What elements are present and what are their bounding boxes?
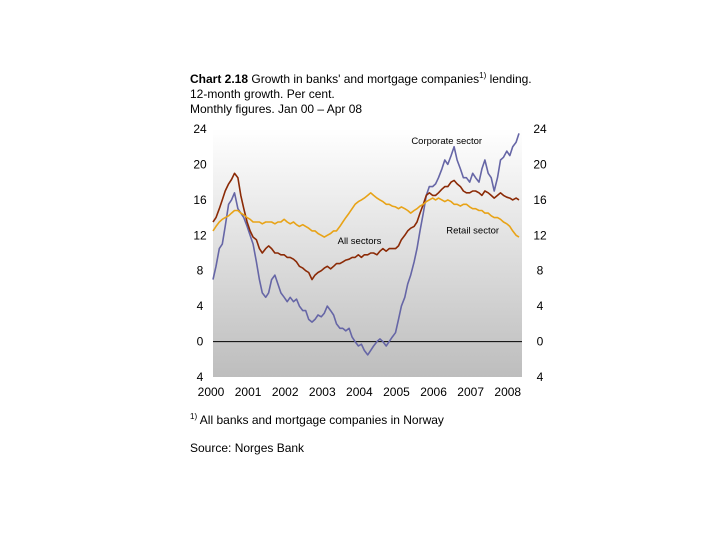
y-tick-label-left: 0	[197, 335, 204, 349]
x-tick-label: 2004	[346, 385, 373, 399]
plot-area	[213, 129, 522, 377]
x-tick-label: 2008	[494, 385, 521, 399]
y-tick-label-left: 24	[193, 122, 207, 136]
y-tick-label-right: 24	[533, 122, 547, 136]
series-line-corporate	[212, 133, 520, 356]
y-tick-label-left: 4	[197, 370, 204, 384]
chart-title-footnote-mark: 1)	[479, 71, 487, 80]
y-tick-label-right: 12	[533, 228, 547, 242]
y-tick-label-left: 8	[197, 264, 204, 278]
y-tick-label-left: 16	[193, 193, 207, 207]
y-tick-label-right: 4	[537, 370, 544, 384]
y-tick-label-right: 0	[537, 335, 544, 349]
footnote-mark: 1)	[190, 412, 198, 421]
series-line-all	[212, 172, 520, 281]
y-tick-label-left: 12	[193, 228, 207, 242]
y-tick-label-right: 4	[537, 299, 544, 313]
axis-labels: 4 4 0 0 4 4 8 8 12 12 16 16 20 20 24 24 2000 2001 2002 2003…	[193, 122, 547, 399]
annotation-corporate: Corporate sector	[411, 136, 482, 147]
y-tick-label-right: 20	[533, 157, 547, 171]
x-tick-label: 2001	[235, 385, 262, 399]
chart-period: Monthly figures. Jan 00 – Apr 08	[190, 102, 363, 116]
x-tick-label: 2005	[383, 385, 410, 399]
x-tick-label: 2007	[457, 385, 484, 399]
series-annotations: Corporate sector All sectors Retail sector	[338, 136, 499, 247]
footnote: 1) All banks and mortgage companies in N…	[190, 412, 444, 427]
chart-title-block: Chart 2.18 Growth in banks' and mortgage…	[190, 68, 590, 117]
chart-title-line1: Chart 2.18 Growth in banks' and mortgage…	[190, 68, 590, 87]
x-tick-label: 2002	[272, 385, 299, 399]
x-tick-label: 2000	[198, 385, 225, 399]
annotation-retail: Retail sector	[446, 226, 499, 237]
annotation-all: All sectors	[338, 236, 382, 247]
series-line-retail	[212, 192, 520, 238]
y-tick-label-right: 8	[537, 264, 544, 278]
footnote-text: All banks and mortgage companies in Norw…	[199, 413, 444, 427]
source-note: Source: Norges Bank	[190, 441, 305, 455]
x-tick-label: 2003	[309, 385, 336, 399]
y-tick-label-left: 20	[193, 157, 207, 171]
y-tick-label-left: 4	[197, 299, 204, 313]
y-tick-label-right: 16	[533, 193, 547, 207]
chart-subtitle: 12-month growth. Per cent.	[190, 87, 335, 101]
chart-title-text: Growth in banks' and mortgage companies	[251, 72, 480, 86]
series-lines	[212, 133, 520, 356]
chart-number: Chart 2.18	[190, 72, 249, 86]
chart-title-end: lending.	[486, 72, 532, 86]
x-tick-label: 2006	[420, 385, 447, 399]
